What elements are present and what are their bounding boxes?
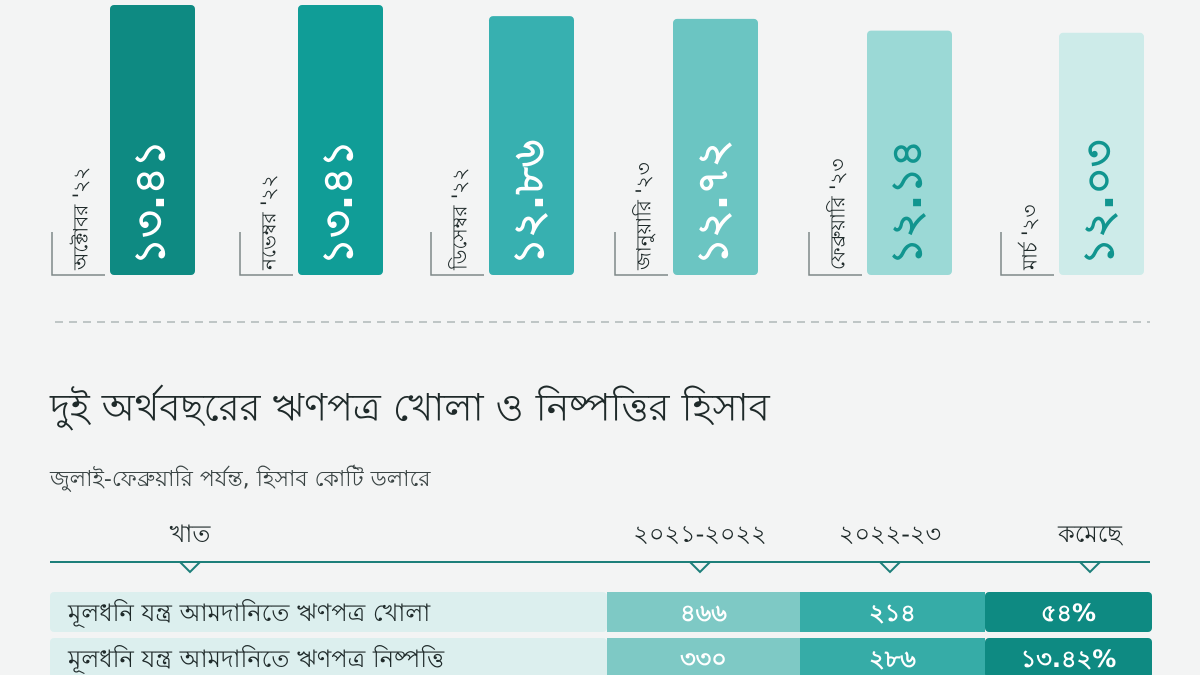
row-label: মূলধনি যন্ত্র আমদানিতে ঋণপত্র খোলা <box>67 599 431 627</box>
bar-chart: অক্টোবর '২২ ১৩.৪১ নভেম্বর '২২ ১৩.৪১ ডিসেম্বর… <box>51 5 1144 276</box>
table-header: ২০২১-২০২২ <box>633 520 766 548</box>
value-label: ১৩.৪১ <box>125 140 174 265</box>
label-bracket <box>808 232 862 276</box>
category-label: নভেম্বর '২২ <box>257 174 281 271</box>
value-label: ১২.৭২ <box>688 140 737 265</box>
value-label: ১২.৮৬ <box>504 140 553 265</box>
cell-value: ২১৪ <box>869 599 916 627</box>
value-label: ১৩.৪১ <box>313 140 362 265</box>
table-cell <box>985 592 1152 632</box>
cell-value: ১৩.৪২% <box>1021 645 1117 673</box>
title: দুই অর্থবছরের ঋণপত্র খোলা ও নিষ্পত্তির হ… <box>49 385 771 432</box>
table-cell <box>800 592 985 632</box>
cell-value: ২৮৬ <box>869 645 916 673</box>
bar <box>1059 32 1144 276</box>
table-rule <box>50 561 1150 574</box>
table-cell <box>607 638 800 675</box>
subtitle: জুলাই-ফেব্রুয়ারি পর্যন্ত, হিসাব কোটি ডল… <box>49 465 431 493</box>
table-cell <box>50 638 607 675</box>
cell-value: ৩৩০ <box>680 645 727 673</box>
bar <box>298 5 383 275</box>
table-header: কমেছে <box>1057 520 1123 548</box>
category-label: জানুয়ারি '২৩ <box>632 162 656 271</box>
bar <box>489 16 574 276</box>
label-bracket <box>1000 232 1054 276</box>
label-bracket <box>51 232 105 276</box>
bar <box>673 18 758 276</box>
table-cell <box>607 592 800 632</box>
bar <box>867 30 952 276</box>
value-label: ১২.১৪ <box>882 140 931 265</box>
table-header: ২০২২-২৩ <box>839 520 941 548</box>
table-cell <box>50 592 607 632</box>
table-cell <box>800 638 985 675</box>
category-label: মার্চ '২৩ <box>1018 204 1042 271</box>
table: খাত ২০২১-২০২২ ২০২২-২৩ কমেছে মূলধনি যন্ত্র আম… <box>50 520 1152 675</box>
label-bracket <box>430 232 484 276</box>
cell-value: ৪৬৬ <box>680 599 727 627</box>
row-label: মূলধনি যন্ত্র আমদানিতে ঋণপত্র নিষ্পত্তি <box>67 645 445 673</box>
bar <box>110 5 195 275</box>
category-label: ফেব্রুয়ারি '২৩ <box>826 158 850 270</box>
category-label: ডিসেম্বর '২২ <box>448 168 472 271</box>
table-header: খাত <box>170 520 212 548</box>
value-label: ১২.০৩ <box>1074 140 1123 265</box>
cell-value: ৫৪% <box>1041 599 1096 627</box>
table-cell <box>985 638 1152 675</box>
label-bracket <box>239 232 293 276</box>
category-label: অক্টোবর '২২ <box>69 167 93 271</box>
label-bracket <box>614 232 668 276</box>
